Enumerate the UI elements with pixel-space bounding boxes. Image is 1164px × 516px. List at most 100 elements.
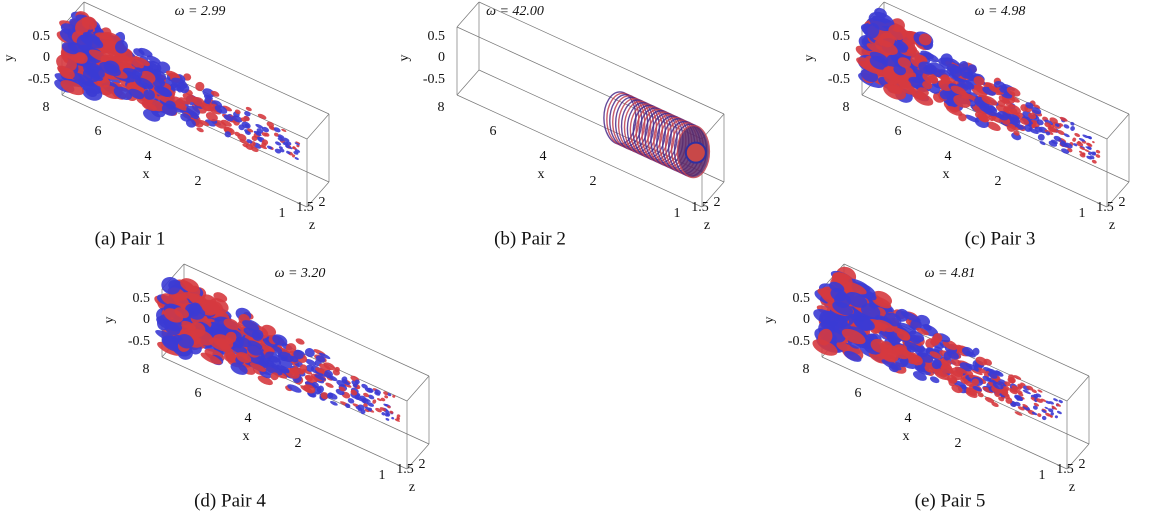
x-tick-label: 8 — [143, 362, 150, 377]
x-tick-label: 6 — [855, 386, 862, 401]
y-axis-label: y — [397, 55, 412, 62]
x-axis-label: x — [903, 429, 910, 444]
x-tick-label: 4 — [145, 149, 152, 164]
box-edge — [479, 2, 724, 114]
x-tick-label: 6 — [490, 124, 497, 139]
z-tick-label: 2 — [1079, 457, 1086, 472]
blob — [1072, 137, 1077, 142]
x-tick-label: 8 — [438, 100, 445, 115]
y-tick-label: 0.5 — [33, 29, 51, 44]
blob — [1069, 125, 1075, 131]
z-tick-label: 1 — [1039, 468, 1046, 483]
x-tick-label: 8 — [43, 100, 50, 115]
figure: ω = 2.990.50-0.5y8642x11.52z(a) Pair 1ω … — [0, 0, 1164, 516]
z-tick-label: 1.5 — [691, 200, 709, 215]
x-tick-label: 4 — [905, 411, 912, 426]
x-axis-label: x — [243, 429, 250, 444]
blob — [1063, 123, 1070, 129]
blob — [325, 382, 335, 389]
isosurface — [152, 274, 401, 423]
box-edge — [1107, 114, 1129, 139]
isosurface — [854, 6, 1101, 164]
y-tick-label: 0 — [43, 50, 50, 65]
z-tick-label: 1 — [379, 468, 386, 483]
blob — [329, 400, 338, 407]
x-tick-label: 4 — [945, 149, 952, 164]
z-axis-label: z — [409, 480, 415, 495]
blob — [295, 337, 306, 346]
box-edge — [457, 27, 702, 139]
x-axis-label: x — [538, 167, 545, 182]
x-tick-label: 2 — [955, 436, 962, 451]
blob — [385, 417, 390, 421]
y-tick-label: 0 — [843, 50, 850, 65]
x-tick-label: 4 — [540, 149, 547, 164]
box-edge — [457, 2, 479, 27]
panel-title: ω = 4.98 — [975, 4, 1026, 19]
blob — [1053, 398, 1059, 402]
z-tick-label: 1 — [1079, 206, 1086, 221]
box-edge — [307, 114, 329, 139]
z-tick-label: 1.5 — [1096, 200, 1114, 215]
x-tick-label: 2 — [995, 174, 1002, 189]
blob — [1054, 415, 1058, 419]
z-axis-label: z — [1069, 480, 1075, 495]
blob — [1041, 415, 1047, 421]
isosurface — [810, 264, 1063, 421]
x-tick-label: 8 — [803, 362, 810, 377]
blob — [1091, 159, 1097, 164]
z-tick-label: 1.5 — [396, 462, 414, 477]
y-tick-label: 0.5 — [833, 29, 851, 44]
blob — [1058, 399, 1063, 403]
panel-title: ω = 3.20 — [275, 266, 326, 281]
isosurface — [604, 92, 710, 178]
z-axis-label: z — [704, 218, 710, 233]
y-tick-label: 0.5 — [793, 291, 811, 306]
z-axis-label: z — [309, 218, 315, 233]
blob — [1074, 132, 1081, 138]
z-tick-label: 2 — [319, 195, 326, 210]
caption: (c) Pair 3 — [965, 228, 1036, 249]
z-tick-label: 2 — [714, 195, 721, 210]
z-tick-label: 1 — [279, 206, 286, 221]
y-axis-label: y — [802, 55, 817, 62]
blob — [1095, 149, 1101, 154]
y-tick-label: 0.5 — [428, 29, 446, 44]
x-tick-label: 4 — [245, 411, 252, 426]
y-tick-label: -0.5 — [788, 334, 810, 349]
z-tick-label: 2 — [419, 457, 426, 472]
caption: (d) Pair 4 — [194, 490, 266, 511]
caption: (e) Pair 5 — [915, 490, 986, 511]
y-axis-label: y — [2, 55, 17, 62]
panel-title: ω = 4.81 — [925, 266, 976, 281]
blob — [1037, 413, 1043, 418]
z-tick-label: 1.5 — [1056, 462, 1074, 477]
panel-title: ω = 42.00 — [486, 4, 544, 19]
x-axis-label: x — [943, 167, 950, 182]
z-tick-label: 1.5 — [296, 200, 314, 215]
x-tick-label: 6 — [95, 124, 102, 139]
panel-title: ω = 2.99 — [175, 4, 226, 19]
x-tick-label: 2 — [590, 174, 597, 189]
y-axis-label: y — [102, 317, 117, 324]
end-cap — [686, 143, 706, 163]
panel: ω = 4.810.50-0.5y8642x11.52z(e) Pair 5 — [762, 264, 1089, 512]
x-tick-label: 8 — [843, 100, 850, 115]
y-axis-label: y — [762, 317, 777, 324]
z-tick-label: 2 — [1119, 195, 1126, 210]
x-tick-label: 6 — [895, 124, 902, 139]
blob — [391, 416, 395, 419]
x-tick-label: 2 — [195, 174, 202, 189]
y-tick-label: 0 — [803, 312, 810, 327]
z-axis-label: z — [1109, 218, 1115, 233]
y-tick-label: -0.5 — [128, 334, 150, 349]
caption: (b) Pair 2 — [494, 228, 566, 249]
y-tick-label: 0 — [143, 312, 150, 327]
blob — [1048, 400, 1054, 405]
z-tick-label: 1 — [674, 206, 681, 221]
x-tick-label: 6 — [195, 386, 202, 401]
caption: (a) Pair 1 — [95, 228, 166, 249]
y-tick-label: 0 — [438, 50, 445, 65]
